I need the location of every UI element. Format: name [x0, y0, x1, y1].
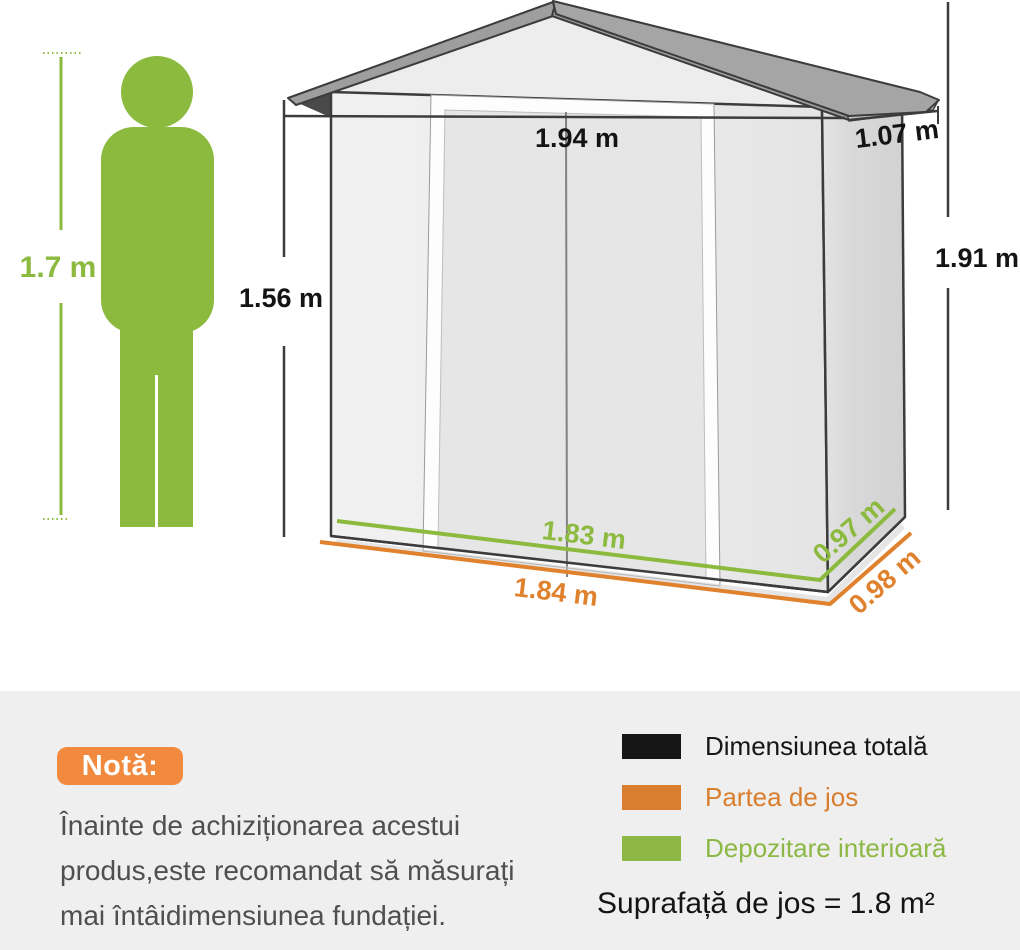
- door-divider: [565, 111, 568, 578]
- legend: Dimensiunea totală Partea de jos Depozit…: [622, 731, 947, 887]
- wall-height-label: 1.56 m: [239, 283, 323, 313]
- note-line-2: produs,este recomandat să măsurați: [60, 855, 515, 886]
- diagram-canvas: 1.7 m: [20, 0, 1019, 620]
- person-leg-divider: [155, 375, 158, 527]
- ground-shadow: [335, 523, 906, 604]
- dim-line-roof-depth: [848, 109, 938, 122]
- inner-storage-line: [336, 507, 897, 583]
- legend-swatch-base: [622, 785, 681, 810]
- note-line-1: Înainte de achiziționarea acestui: [60, 810, 461, 841]
- legend-label-inner: Depozitare interioară: [705, 833, 947, 863]
- person-body: [101, 127, 214, 333]
- person-head: [121, 56, 193, 128]
- base-width-label: 1.84 m: [513, 572, 600, 612]
- roof-width-label: 1.94 m: [535, 123, 619, 153]
- legend-row-inner: Depozitare interioară: [622, 833, 947, 863]
- legend-label-base: Partea de jos: [705, 782, 859, 812]
- note-line-3: mai întâidimensiunea fundației.: [60, 900, 447, 931]
- legend-label-total: Dimensiunea totală: [705, 731, 928, 761]
- legend-swatch-total: [622, 734, 681, 759]
- dim-line-roof-width: [283, 114, 846, 120]
- person-figure: [101, 56, 214, 527]
- door-panels: [437, 109, 707, 579]
- note-badge: Notă:: [57, 747, 183, 785]
- person-measure: [43, 52, 82, 520]
- legend-row-base: Partea de jos: [622, 782, 946, 812]
- note-text: Înainte de achiziționarea acestui produs…: [60, 803, 580, 938]
- total-height-label: 1.91 m: [935, 243, 1019, 273]
- base-outline: [330, 516, 906, 594]
- legend-row-total: Dimensiunea totală: [622, 731, 946, 761]
- person-height-label: 1.7 m: [20, 251, 97, 284]
- base-line: [319, 531, 913, 607]
- dimension-lines: [282, 2, 950, 537]
- footprint-label: Suprafață de jos = 1.8 m²: [597, 887, 935, 920]
- note-band: Notă: Înainte de achiziționarea acestui …: [0, 691, 1020, 950]
- shed: [287, 0, 940, 604]
- legend-swatch-inner: [622, 836, 681, 861]
